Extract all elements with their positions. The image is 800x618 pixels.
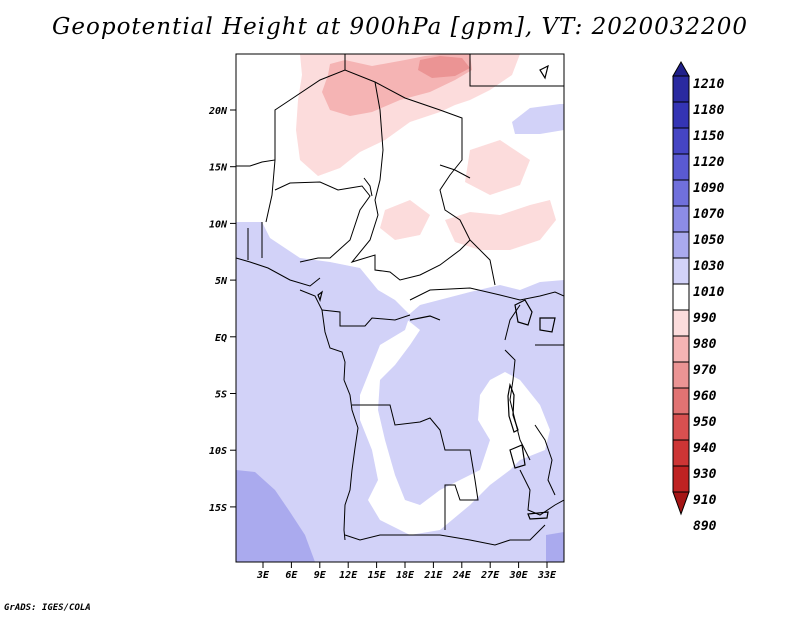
lat-label: 5S bbox=[215, 390, 227, 401]
lon-label: 30E bbox=[509, 570, 529, 581]
colorbar-level-label: 980 bbox=[693, 337, 717, 352]
colorbar-segment bbox=[672, 413, 690, 441]
lon-label: 33E bbox=[537, 570, 557, 581]
lake-outlines bbox=[317, 64, 556, 520]
colorbar-segment bbox=[672, 101, 690, 129]
lon-label: 3E bbox=[256, 570, 270, 581]
colorbar-segment bbox=[672, 387, 690, 415]
colorbar-level-label: 1180 bbox=[693, 103, 724, 118]
colorbar: 1210 1180 1150 1120 1090 1070 1050 1030 1010 990 9… bbox=[672, 60, 724, 534]
lat-label: EQ bbox=[215, 333, 227, 344]
colorbar-level-label: 1090 bbox=[693, 181, 724, 196]
colorbar-segment bbox=[672, 179, 690, 207]
colorbar-level-label: 910 bbox=[693, 493, 717, 508]
lon-label: 15E bbox=[368, 570, 387, 581]
colorbar-level-label: 950 bbox=[693, 415, 717, 430]
lon-label: 12E bbox=[339, 570, 358, 581]
colorbar-segment bbox=[672, 127, 690, 155]
lat-label: 15S bbox=[209, 503, 227, 514]
lat-label: 10N bbox=[209, 219, 228, 230]
lon-label: 9E bbox=[314, 570, 327, 581]
field-1010-northeast bbox=[512, 104, 564, 134]
field-980-central bbox=[380, 200, 430, 240]
field-1030-southwest bbox=[236, 470, 315, 562]
colorbar-level-label: 1210 bbox=[693, 77, 724, 92]
lat-label: 20N bbox=[208, 106, 228, 117]
colorbar-level-label: 1150 bbox=[693, 129, 724, 144]
colorbar-level-label: 940 bbox=[693, 441, 717, 456]
colorbar-bottom-arrow bbox=[672, 491, 690, 516]
field-1010-south bbox=[236, 222, 564, 562]
colorbar-segment bbox=[672, 257, 690, 285]
colorbar-level-label: 1030 bbox=[693, 259, 724, 274]
colorbar-segment bbox=[672, 335, 690, 363]
map-frame bbox=[235, 53, 565, 563]
colorbar-segment bbox=[672, 309, 690, 337]
map-fields bbox=[236, 54, 564, 562]
lat-label: 5N bbox=[215, 276, 228, 287]
colorbar-segment bbox=[672, 153, 690, 181]
colorbar-segment bbox=[672, 205, 690, 233]
colorbar-level-label: 970 bbox=[693, 363, 717, 378]
lat-label: 15N bbox=[209, 163, 228, 174]
colorbar-level-label: 890 bbox=[693, 519, 717, 534]
lon-label: 18E bbox=[396, 570, 415, 581]
colorbar-level-label: 960 bbox=[693, 389, 717, 404]
lon-label: 24E bbox=[452, 570, 472, 581]
colorbar-segment bbox=[672, 283, 690, 311]
colorbar-segment bbox=[672, 361, 690, 389]
colorbar-level-label: 990 bbox=[693, 311, 717, 326]
colorbar-level-label: 930 bbox=[693, 467, 717, 482]
colorbar-top-arrow bbox=[672, 60, 690, 77]
colorbar-level-label: 1010 bbox=[693, 285, 724, 300]
lon-label: 21E bbox=[423, 570, 443, 581]
colorbar-segment bbox=[672, 231, 690, 259]
chart-title: Geopotential Height at 900hPa [gpm], VT:… bbox=[52, 14, 748, 40]
colorbar-segment bbox=[672, 439, 690, 467]
colorbar-level-label: 1050 bbox=[693, 233, 724, 248]
field-960-north bbox=[418, 56, 470, 78]
colorbar-segment bbox=[672, 465, 690, 493]
map-axes: 20N 15N 10N 5N EQ 5S 10S 15S 3E 6E 9E 12E 15E 18E 21E 2… bbox=[208, 106, 557, 581]
lon-label: 27E bbox=[480, 570, 500, 581]
grads-credit: GrADS: IGES/COLA bbox=[4, 603, 91, 613]
field-980-northeast bbox=[465, 140, 530, 195]
colorbar-level-label: 1070 bbox=[693, 207, 724, 222]
colorbar-segment bbox=[672, 75, 690, 103]
field-1030-southeast bbox=[546, 532, 564, 562]
lon-label: 6E bbox=[285, 570, 298, 581]
lat-label: 10S bbox=[209, 446, 227, 457]
boundary-lines bbox=[236, 54, 564, 546]
field-980-east bbox=[445, 200, 556, 250]
colorbar-level-label: 1120 bbox=[693, 155, 724, 170]
